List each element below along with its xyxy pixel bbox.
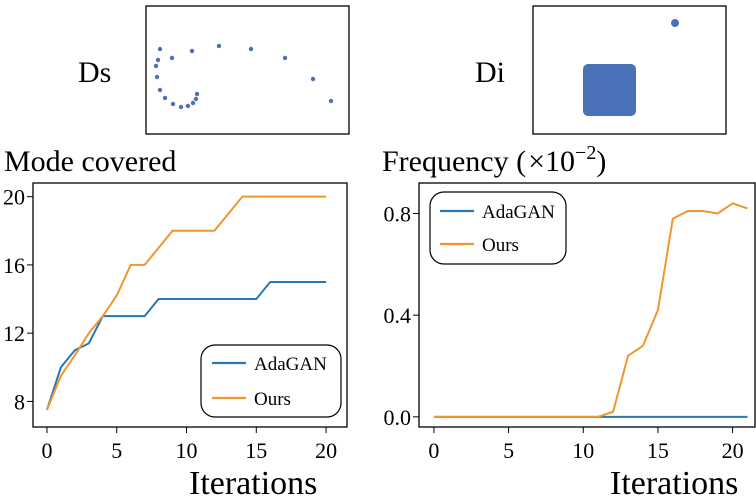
ds-point (185, 103, 191, 109)
frequency-title: Frequency (×10−2) (382, 142, 606, 178)
ds-point (162, 95, 168, 101)
ds-point (157, 87, 163, 93)
frequency-title-exp: −2 (575, 142, 596, 164)
ds-point (194, 91, 200, 97)
ds-point (189, 48, 195, 54)
left-ticks: 0 5 10 15 20 8 12 16 20 (3, 185, 337, 463)
right-xtick-label: 20 (722, 438, 744, 463)
right-legend-adagan-label: AdaGAN (482, 202, 555, 223)
left-ytick-label: 16 (3, 253, 25, 278)
ds-label: Ds (78, 56, 111, 89)
right-ytick-label: 0.0 (384, 405, 412, 430)
di-square-mode (583, 64, 636, 116)
ds-panel: Ds (78, 5, 350, 135)
ds-point (157, 46, 163, 52)
right-ytick-label: 0.4 (384, 303, 412, 328)
ds-point (178, 104, 184, 110)
left-ytick-label: 8 (14, 389, 25, 414)
di-label: Di (475, 56, 505, 89)
di-points (671, 19, 679, 27)
left-legend-adagan-label: AdaGAN (254, 354, 327, 375)
frequency-chart: Frequency (×10−2) 0 5 10 15 20 0.0 0.4 0.8 AdaG… (382, 142, 756, 497)
ds-frame (145, 5, 350, 135)
left-xlabel: Iterations (189, 465, 317, 497)
ds-point (169, 55, 175, 61)
ds-point (248, 46, 254, 52)
frequency-title-main: Frequency ( (382, 145, 526, 178)
ds-point (282, 55, 288, 61)
left-legend: AdaGAN Ours (200, 344, 342, 418)
ds-points (153, 43, 334, 110)
right-ytick-label: 0.8 (384, 202, 412, 227)
ds-point (170, 101, 176, 107)
right-ticks: 0 5 10 15 20 0.0 0.4 0.8 (384, 202, 744, 464)
ds-point (154, 74, 160, 80)
right-legend: AdaGAN Ours (429, 191, 567, 265)
left-xtick-label: 0 (41, 438, 52, 463)
di-point (671, 19, 679, 27)
ds-point (193, 96, 199, 102)
left-ytick-label: 20 (3, 185, 25, 210)
ds-point (216, 43, 222, 49)
right-legend-ours-label: Ours (482, 235, 519, 256)
left-series-ours (46, 195, 327, 411)
mode-covered-chart: Mode covered 0 5 10 15 20 8 12 16 20 AdaGAN Ours… (3, 145, 348, 497)
frequency-title-mult: ×10 (528, 145, 575, 178)
right-xtick-label: 10 (572, 438, 594, 463)
ds-point (155, 57, 161, 63)
left-xtick-label: 10 (176, 438, 198, 463)
left-plot-frame (32, 182, 348, 428)
ds-point (153, 63, 159, 69)
right-xtick-label: 5 (503, 438, 514, 463)
frequency-title-close: ) (596, 145, 606, 178)
left-xtick-label: 5 (111, 438, 122, 463)
right-lines (433, 202, 748, 418)
left-series-adagan (46, 280, 327, 411)
mode-covered-title: Mode covered (4, 145, 176, 178)
right-series-ours (433, 202, 748, 418)
right-xtick-label: 15 (647, 438, 669, 463)
left-legend-ours-label: Ours (254, 389, 291, 410)
ds-point (310, 76, 316, 82)
right-plot-frame (418, 182, 756, 428)
left-xtick-label: 20 (315, 438, 337, 463)
right-xtick-label: 0 (428, 438, 439, 463)
right-xlabel: Iterations (610, 465, 738, 497)
di-frame (532, 5, 727, 135)
left-xtick-label: 15 (245, 438, 267, 463)
left-ytick-label: 12 (3, 321, 25, 346)
ds-point (190, 100, 196, 106)
left-lines (46, 195, 327, 411)
ds-point (328, 98, 334, 104)
di-panel: Di (475, 5, 727, 135)
